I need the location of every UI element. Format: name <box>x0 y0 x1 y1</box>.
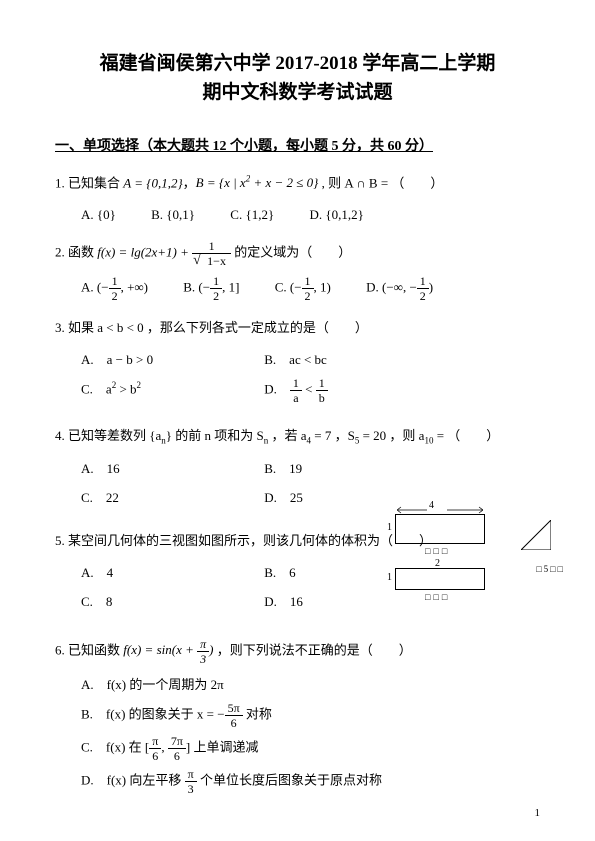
q3-text: 3. 如果 a < b < 0 ，那么下列各式一定成立的是（ ） <box>55 316 540 339</box>
q3-option-b: B. ac < bc <box>264 348 444 371</box>
q4-option-a: A. 16 <box>81 457 261 480</box>
q6-text: 6. 已知函数 f(x) = sin(x + π3) ，则下列说法不正确的是（ … <box>55 638 540 665</box>
q5-option-c: C. 8 <box>81 590 261 613</box>
q6-option-b: B. f(x) 的图象关于 x = −5π6 对称 <box>81 702 508 729</box>
q1-option-b: B. {0,1} <box>151 203 195 226</box>
q4-text: 4. 已知等差数列 {an} 的前 n 项和为 Sn ，若 a4 = 7 ，S5… <box>55 424 540 449</box>
q5-option-a: A. 4 <box>81 561 261 584</box>
question-1: 1. 已知集合 A = {0,1,2}，B = {x | x2 + x − 2 … <box>55 171 540 226</box>
fig-side-view <box>521 520 551 550</box>
q1-option-c: C. {1,2} <box>230 203 274 226</box>
fig-dimension-arrow-h <box>397 506 483 514</box>
q6-options: A. f(x) 的一个周期为 2π B. f(x) 的图象关于 x = −5π6… <box>55 673 540 795</box>
title-line-2: 期中文科数学考试试题 <box>55 79 540 108</box>
fig-dim-1a: 1 <box>387 522 392 533</box>
q1-option-d: D. {0,1,2} <box>309 203 363 226</box>
q2-option-d: D. (−∞, −12) <box>366 275 433 302</box>
q1-option-a: A. {0} <box>81 203 116 226</box>
q5-figure: 4 1 □□□ 2 1 □□□ □5□□ <box>395 502 555 597</box>
q1-options: A. {0} B. {0,1} C. {1,2} D. {0,1,2} <box>55 203 540 226</box>
q3-option-c: C. a2 > b2 <box>81 377 261 401</box>
q2-option-b: B. (−12, 1] <box>183 275 239 302</box>
question-3: 3. 如果 a < b < 0 ，那么下列各式一定成立的是（ ） A. a − … <box>55 316 540 410</box>
q6-option-c: C. f(x) 在 [π6, 7π6] 上单调递减 <box>81 735 508 762</box>
exam-title: 福建省闽侯第六中学 2017-2018 学年高二上学期 期中文科数学考试试题 <box>55 50 540 107</box>
title-line-1: 福建省闽侯第六中学 2017-2018 学年高二上学期 <box>55 50 540 79</box>
q2-option-a: A. (−12, +∞) <box>81 275 148 302</box>
fig-top-view <box>395 568 485 590</box>
q6-option-a: A. f(x) 的一个周期为 2π <box>81 673 508 696</box>
q6-option-d: D. f(x) 向左平移 π3 个单位长度后图象关于原点对称 <box>81 768 508 795</box>
q2-option-c: C. (−12, 1) <box>275 275 331 302</box>
q1-text: 1. 已知集合 A = {0,1,2}，B = {x | x2 + x − 2 … <box>55 171 540 195</box>
q2-fraction: 11−x <box>192 240 231 267</box>
q2-options: A. (−12, +∞) B. (−12, 1] C. (−12, 1) D. … <box>55 275 540 302</box>
q3-options: A. a − b > 0 B. ac < bc C. a2 > b2 D. 1a… <box>55 348 540 410</box>
page-number: 1 <box>535 807 541 819</box>
question-6: 6. 已知函数 f(x) = sin(x + π3) ，则下列说法不正确的是（ … <box>55 638 540 795</box>
q4-option-c: C. 22 <box>81 486 261 509</box>
q3-option-a: A. a − b > 0 <box>81 348 261 371</box>
q2-text: 2. 函数 f(x) = lg(2x+1) + 11−x 的定义域为（ ） <box>55 240 540 267</box>
fig-label-front: □□□ <box>425 546 450 556</box>
fig-label-top: □□□ <box>425 592 450 602</box>
fig-front-view <box>395 514 485 544</box>
q3-option-d: D. 1a < 1b <box>264 377 444 404</box>
q4-option-b: B. 19 <box>264 457 444 480</box>
fig-dim-1b: 1 <box>387 572 392 583</box>
section-1-header: 一、单项选择（本大题共 12 个小题，每小题 5 分，共 60 分） <box>55 135 540 155</box>
question-2: 2. 函数 f(x) = lg(2x+1) + 11−x 的定义域为（ ） A.… <box>55 240 540 302</box>
fig-label-side: □5□□ <box>536 564 565 574</box>
